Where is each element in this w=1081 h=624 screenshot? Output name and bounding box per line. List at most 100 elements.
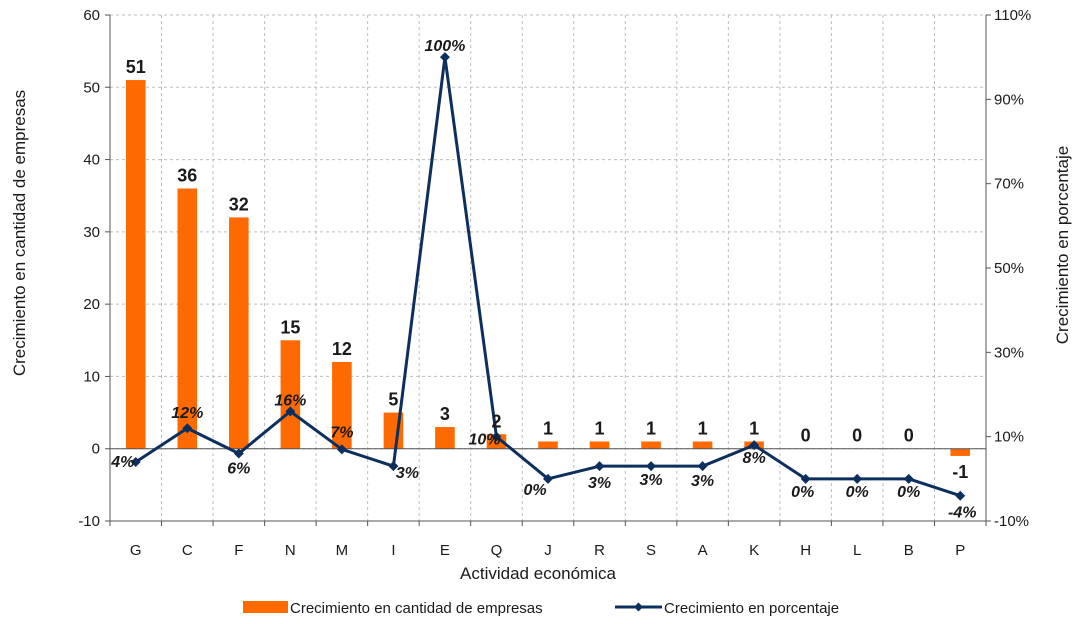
bar-value-label-Q: 2 [491,411,501,431]
bar-value-label-F: 32 [229,194,249,214]
line-marker-R [594,461,605,472]
bar-value-label-N: 15 [280,317,300,337]
bar-value-label-M: 12 [332,339,352,359]
y-right-tick-label: 50% [994,260,1024,277]
percent-label-F: 6% [227,461,250,478]
line-marker-J [543,473,553,484]
legend-label-bars: Crecimiento en cantidad de empresas [290,600,543,617]
line-marker-Q [491,431,502,442]
bar-A [692,441,713,449]
bar-value-label-K: 1 [749,418,759,438]
bar-M [332,361,352,449]
y-left-tick-label: 40 [83,152,100,169]
x-tick-label-C: C [182,542,193,559]
bar-J [538,441,558,449]
y-right-tick-label: -10% [994,513,1029,530]
axis-ticks: -100102030405060-10%10%30%50%70%90%110%G… [78,7,1031,559]
line-marker-H [800,473,811,484]
y-left-tick-label: 20 [83,296,100,313]
y-right-tick-label: 30% [994,344,1024,361]
bar-value-label-A: 1 [698,418,708,438]
line-marker-B [903,473,914,484]
x-tick-label-L: L [853,542,861,559]
bar-value-label-J: 1 [543,418,553,438]
percent-label-B: 0% [897,484,920,501]
legend: Crecimiento en cantidad de empresas Crec… [243,600,839,617]
y-right-tick-label: 110% [994,7,1031,24]
line-marker-S [646,461,657,472]
legend-swatch-bars [243,601,288,613]
y-left-tick-label: 10 [83,368,100,385]
y-left-tick-label: 30 [83,224,100,241]
y-left-tick-label: 0 [92,441,100,458]
percent-label-E: 100% [424,38,465,55]
bar-P [950,448,971,456]
y-axis-right-title: Crecimiento en porcentaje [1053,146,1072,344]
legend-label-line: Crecimiento en porcentaje [664,600,839,617]
line-marker-G [130,456,141,467]
x-tick-label-Q: Q [491,542,503,559]
bar-value-label-E: 3 [440,404,450,424]
legend-marker-line [634,602,643,612]
bar-value-label-P: -1 [952,462,968,482]
percent-label-G: 4% [110,454,134,471]
percent-label-P: -4% [948,505,976,522]
percent-label-N: 16% [274,392,306,409]
x-axis-title: Actividad económica [460,564,616,583]
x-tick-label-P: P [955,542,965,559]
x-tick-label-H: H [800,542,811,559]
bar-value-label-G: 51 [126,57,146,77]
bar-value-label-B: 0 [904,426,914,446]
line-marker-C [182,423,193,434]
bar-value-label-R: 1 [595,418,605,438]
percent-label-I: 3% [396,465,419,482]
x-tick-label-E: E [440,542,450,559]
percent-label-K: 8% [743,450,766,467]
bar-value-label-L: 0 [852,426,862,446]
percent-label-J: 0% [523,482,546,499]
percent-label-R: 3% [588,475,611,492]
bar-value-label-S: 1 [646,418,656,438]
line-marker-L [852,473,863,484]
y-left-tick-label: 60 [83,7,100,24]
x-tick-label-G: G [130,542,142,559]
percent-label-M: 7% [330,424,353,441]
bar-G [125,80,146,449]
line-marker-K [749,440,760,451]
plot-frame [109,15,987,522]
bar-C [177,188,198,449]
percent-label-C: 12% [171,405,203,422]
x-tick-label-M: M [336,542,349,559]
line-marker-I [388,461,399,472]
line-marker-A [697,461,708,472]
percent-label-H: 0% [791,484,814,501]
grid-lines [110,14,986,522]
y-right-tick-label: 10% [994,429,1024,446]
bar-E [435,427,455,449]
x-tick-label-B: B [904,542,914,559]
line-marker-N [285,406,296,417]
bar-R [589,441,610,449]
percent-label-S: 3% [639,472,662,489]
y-axis-left-title: Crecimiento en cantidad de empresas [10,90,29,376]
percent-label-L: 0% [846,484,869,501]
x-tick-label-N: N [285,542,296,559]
y-left-tick-label: 50 [83,79,100,96]
bar-value-label-C: 36 [177,165,197,185]
x-tick-label-K: K [749,542,759,559]
line-marker-E [439,52,450,63]
bar-F [229,217,249,449]
line-series [130,52,966,501]
bar-value-label-I: 5 [388,390,398,410]
line-marker-M [336,444,347,455]
bar-value-label-H: 0 [801,426,811,446]
y-right-tick-label: 70% [994,176,1024,193]
percent-label-A: 3% [691,473,714,490]
line-marker-F [233,448,244,459]
percent-label-Q: 10% [468,432,500,449]
bar-N [280,340,301,449]
x-tick-label-I: I [391,542,395,559]
y-right-tick-label: 90% [994,91,1024,108]
y-left-tick-label: -10 [78,513,100,530]
